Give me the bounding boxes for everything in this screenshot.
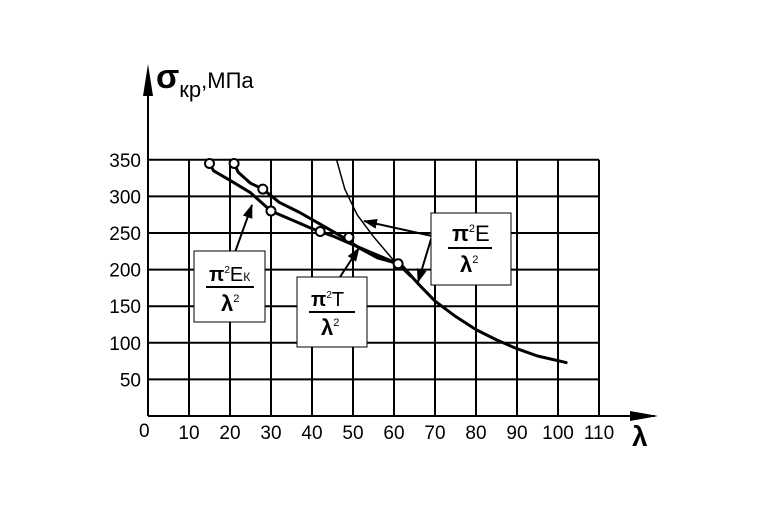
- x-tick-label: 40: [301, 423, 322, 444]
- formula-euler-box: π2E λ2: [430, 212, 512, 286]
- x-tick-label: 50: [342, 423, 363, 444]
- x-tick-label: 90: [506, 423, 527, 444]
- markers: [204, 157, 404, 270]
- y-tick-label: 350: [109, 151, 141, 172]
- marker-inelastic-lower: [343, 231, 355, 243]
- x-tick-labels: 10 20 30 40 50 60 70 80 90 100 110: [178, 423, 614, 444]
- y-tick-labels: 50 100 150 200 250 300 350: [109, 151, 141, 392]
- series-inelastic-upper: [232, 162, 400, 266]
- x-tick-label: 30: [260, 423, 281, 444]
- y-tick-label: 200: [109, 261, 141, 282]
- y-tick-label: 250: [109, 224, 141, 245]
- formula-t-box: π2T λ2: [296, 276, 368, 348]
- formula-ek-numerator: π2EК: [209, 264, 250, 286]
- marker-inelastic-lower: [265, 205, 277, 217]
- y-axis-symbol: σ: [156, 58, 179, 96]
- arrow-ek-to-curve: [233, 204, 253, 256]
- y-tick-label: 50: [120, 370, 141, 391]
- x-tick-label: 80: [465, 423, 486, 444]
- x-axis-arrow: [630, 411, 658, 421]
- formula-ek-denominator: λ2: [221, 291, 239, 316]
- series-euler-thick: [400, 264, 568, 365]
- x-tick-label: 100: [542, 423, 574, 444]
- x-tick-label: 60: [383, 423, 404, 444]
- formula-euler-numerator: π2E: [452, 221, 490, 246]
- y-axis-unit: ,МПа: [201, 68, 254, 93]
- origin-label: 0: [139, 421, 150, 442]
- formula-euler-denominator: λ2: [460, 252, 478, 277]
- x-tick-label: 10: [178, 423, 199, 444]
- arrow-euler-to-thick-curve: [417, 235, 433, 283]
- marker-inelastic-upper: [314, 226, 326, 238]
- y-axis-arrow: [143, 64, 153, 96]
- marker-inelastic-upper: [257, 183, 269, 195]
- marker-inelastic-lower: [204, 157, 215, 169]
- y-tick-label: 300: [109, 187, 141, 208]
- formula-t-denominator: λ2: [321, 315, 339, 340]
- arrow-euler-to-thin-curve: [363, 218, 433, 237]
- y-axis-title: σкр,МПа: [156, 58, 254, 102]
- y-tick-label: 150: [109, 297, 141, 318]
- formula-t-numerator: π2T: [311, 289, 344, 311]
- y-axis-subscript: кр: [179, 77, 201, 102]
- marker-inelastic-lower: [392, 258, 404, 270]
- grid: [148, 158, 600, 416]
- marker-inelastic-upper: [228, 157, 240, 169]
- x-tick-label: 70: [424, 423, 445, 444]
- x-tick-label: 20: [219, 423, 240, 444]
- x-tick-label: 110: [584, 423, 614, 444]
- x-axis-title: λ: [632, 421, 648, 452]
- y-tick-label: 100: [109, 334, 141, 355]
- formula-ek-box: π2EК λ2: [193, 250, 266, 323]
- arrow-t-to-curve: [339, 247, 360, 278]
